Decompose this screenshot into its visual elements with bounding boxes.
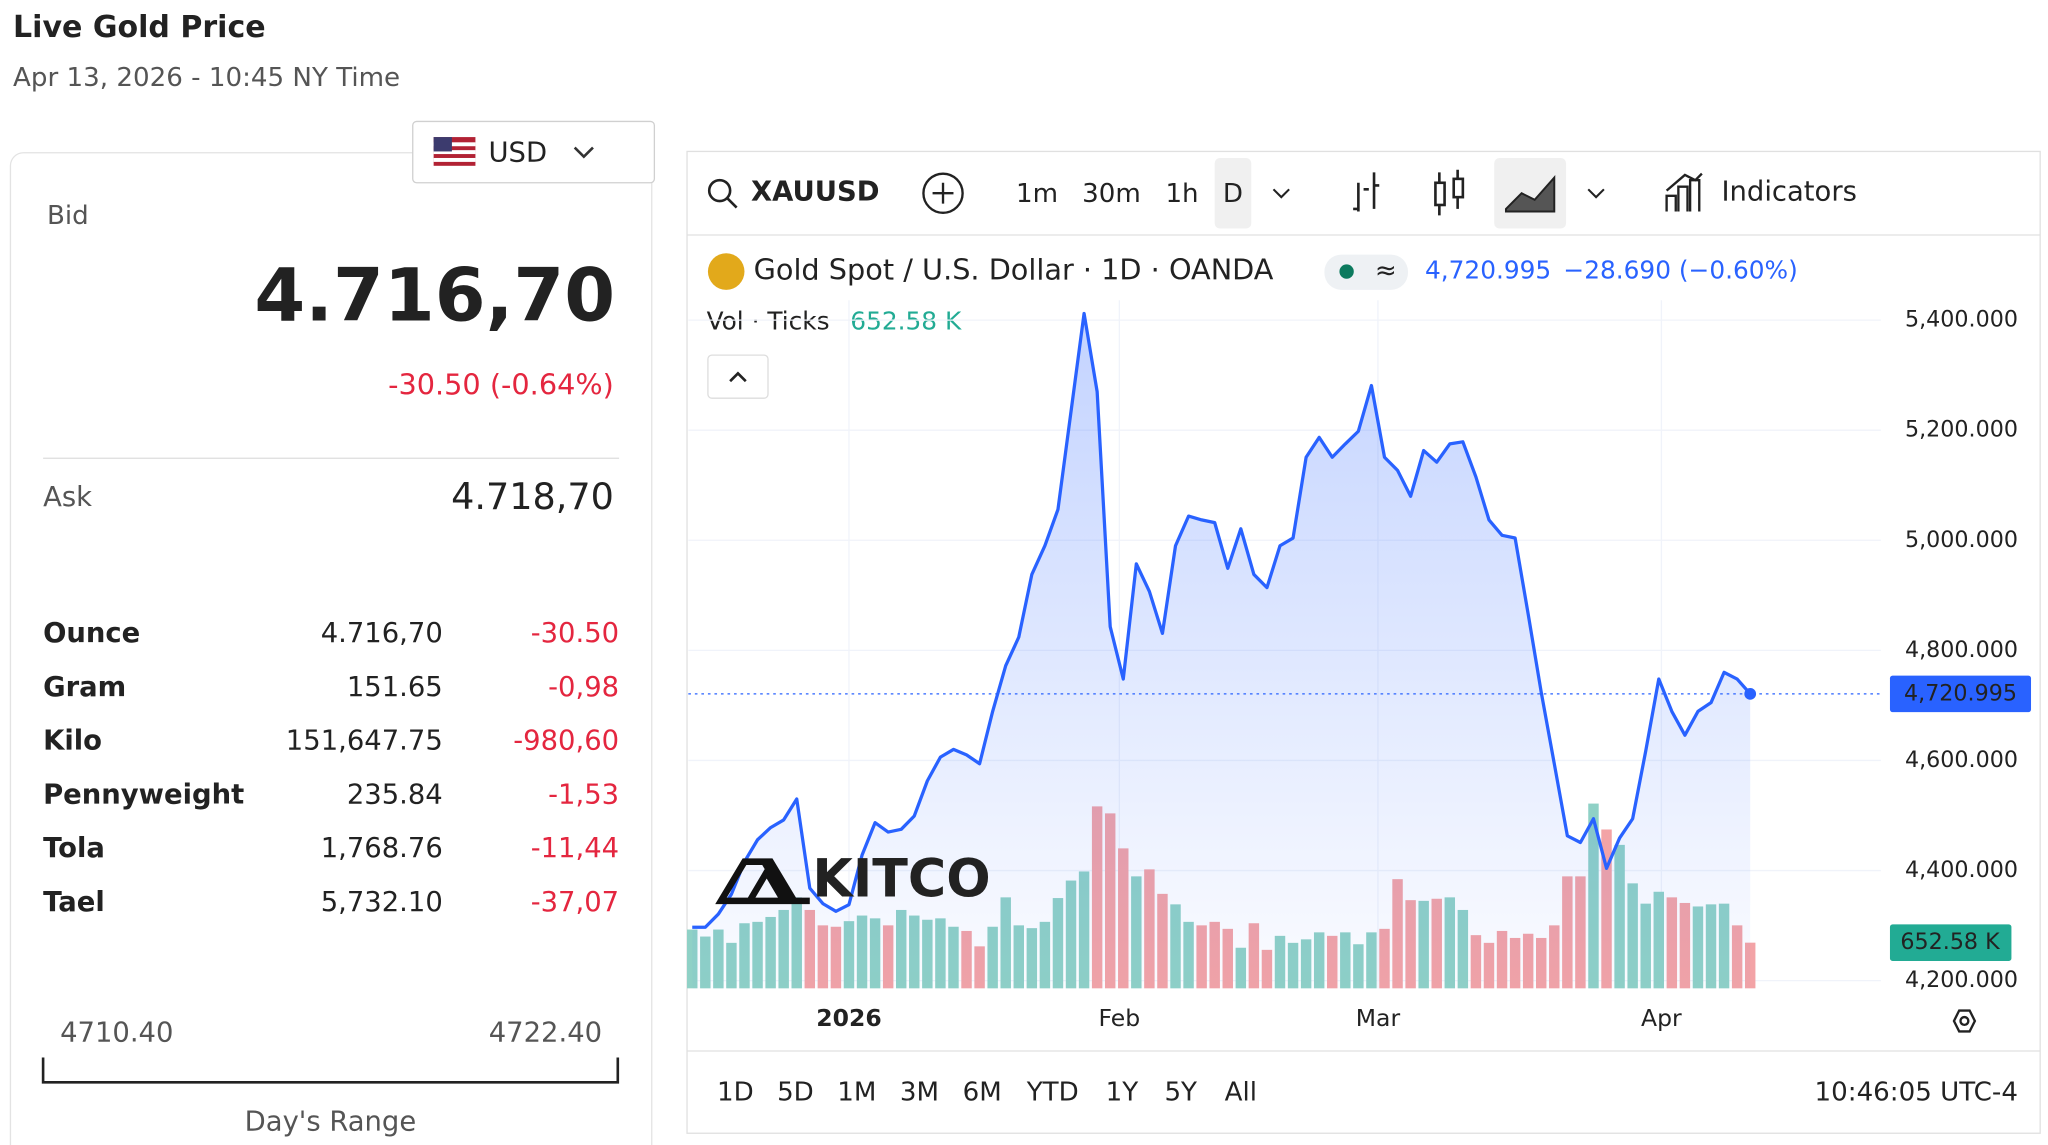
price-badge [1889, 675, 2032, 713]
bars-button[interactable] [1353, 172, 1380, 212]
range-label: Day's Range [245, 1106, 417, 1137]
interval[interactable]: 1h [1165, 179, 1198, 209]
x-tick-label: 2026 [816, 1004, 881, 1032]
header-change: −28.690 (−0.60%) [1563, 256, 1797, 285]
candles-button[interactable] [1434, 169, 1465, 216]
currency: USD [488, 138, 547, 169]
range-button[interactable]: 1D [717, 1077, 754, 1107]
price-badge-label: 4,720.995 [1904, 680, 2017, 706]
y-tick-label: 5,400.000 [1905, 307, 2018, 333]
volume-badge [1889, 924, 2012, 961]
interval[interactable]: 30m [1082, 179, 1141, 209]
settings-button[interactable] [1952, 1009, 1977, 1033]
unit-change: -0,98 [548, 672, 619, 703]
style-menu[interactable] [1587, 188, 1605, 199]
last-point [1744, 687, 1757, 700]
price-area [692, 313, 1751, 989]
subtitle: Apr 13, 2026 - 10:45 NY Time [13, 63, 400, 93]
y-tick-label: 4,200.000 [1905, 967, 2018, 993]
volume-badge-label: 652.58 K [1900, 929, 2001, 955]
interval[interactable]: 1m [1016, 179, 1058, 209]
interval-menu[interactable] [1272, 188, 1290, 199]
clock: 10:46:05 UTC-4 [1815, 1077, 2018, 1107]
unit-change: -30.50 [531, 618, 619, 649]
unit-name: Ounce [43, 618, 140, 649]
vol-last: 652.58 K [850, 306, 962, 335]
range-button[interactable]: 1Y [1106, 1077, 1139, 1107]
unit-name: Pennyweight [43, 779, 244, 810]
unit-change: -11,44 [531, 833, 619, 864]
symbol-search[interactable]: XAUUSD [707, 177, 880, 209]
unit-price: 151.65 [347, 672, 443, 703]
unit-change: -37,07 [531, 887, 619, 918]
interval-active [1214, 157, 1252, 229]
unit-name: Kilo [43, 726, 102, 757]
unit-price: 235.84 [347, 779, 443, 810]
interval[interactable]: D [1223, 179, 1243, 209]
collapse-button[interactable] [707, 354, 769, 399]
x-tick-label: Mar [1356, 1004, 1401, 1032]
unit-change: -1,53 [548, 779, 619, 810]
indicators-button[interactable]: Indicators [1665, 172, 1857, 212]
status-pill [1324, 254, 1408, 290]
x-tick-label: Apr [1641, 1004, 1682, 1032]
gold-icon [707, 253, 745, 290]
currency-button[interactable]: USD [412, 120, 656, 184]
bid: 4.716,70 [254, 253, 615, 338]
quote-card [9, 152, 653, 1145]
y-tick-label: 5,200.000 [1905, 417, 2018, 443]
range-bar [41, 1057, 620, 1084]
indicators: Indicators [1721, 177, 1856, 208]
unit-table: Ounce 4.716,70 -30.50 Gram 151.65 -0,98 Kilo 15… [43, 618, 619, 918]
kitco-logo: KITCO [715, 850, 991, 910]
unit-name: Gram [43, 672, 126, 703]
range-button[interactable]: 1M [837, 1077, 876, 1107]
vol-label: Vol · Ticks [707, 306, 830, 335]
range-button[interactable]: 6M [963, 1077, 1002, 1107]
unit-name: Tael [43, 887, 105, 918]
area-icon [1504, 174, 1556, 213]
range-low: 4710.40 [60, 1018, 173, 1049]
range-high: 4722.40 [489, 1018, 602, 1049]
header-last: 4,720.995 [1425, 256, 1551, 285]
unit-name: Tola [43, 833, 105, 864]
y-tick-label: 4,600.000 [1905, 747, 2018, 773]
range-button[interactable]: 5Y [1164, 1077, 1197, 1107]
y-tick-label: 5,000.000 [1905, 527, 2018, 553]
logo-text: KITCO [812, 850, 990, 910]
range-button[interactable]: 3M [900, 1077, 939, 1107]
status-dot [1339, 264, 1354, 279]
bid-change: -30.50 (-0.64%) [388, 367, 614, 401]
range-button[interactable]: 5D [777, 1077, 814, 1107]
range-button[interactable]: YTD [1026, 1077, 1079, 1107]
unit-price: 5,732.10 [321, 887, 443, 918]
chart-title: Gold Spot / U.S. Dollar · 1D · OANDA [754, 253, 1274, 287]
status-icon: ≈ [1375, 256, 1397, 286]
ask: 4.718,70 [451, 475, 614, 518]
unit-price: 151,647.75 [286, 726, 443, 757]
title: Live Gold Price [13, 10, 266, 45]
symbol: XAUUSD [751, 177, 880, 208]
unit-price: 4.716,70 [321, 618, 443, 649]
bid-label: Bid [47, 201, 89, 231]
unit-change: -980,60 [513, 726, 619, 757]
ask-label: Ask [43, 482, 92, 513]
y-tick-label: 4,400.000 [1905, 857, 2018, 883]
x-tick-label: Feb [1099, 1004, 1141, 1032]
price-line [692, 311, 1752, 929]
unit-price: 1,768.76 [321, 833, 443, 864]
y-tick-label: 4,800.000 [1905, 637, 2018, 663]
compare-button[interactable] [922, 172, 964, 214]
range-button[interactable]: All [1225, 1077, 1257, 1107]
